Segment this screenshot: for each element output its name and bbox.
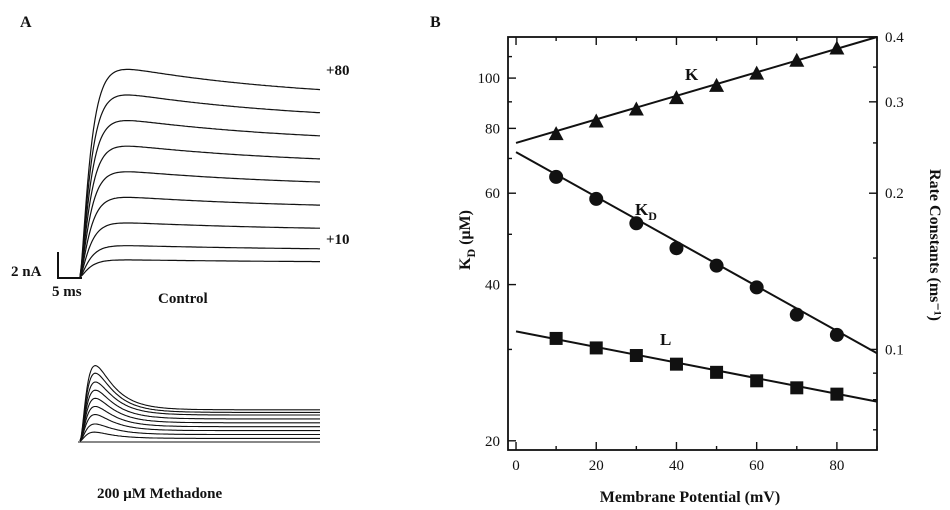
y-left-tick-label: 100 (478, 71, 501, 87)
point-kd (629, 216, 644, 231)
point-kd (829, 327, 844, 342)
point-l (549, 331, 563, 345)
control-trace (79, 94, 321, 278)
methadone-traces (78, 365, 320, 443)
y-left-tick-label: 80 (485, 121, 500, 137)
trace-label-plus80: +80 (326, 63, 350, 79)
point-k (668, 90, 684, 105)
methadone-trace (79, 389, 320, 442)
methadone-trace (79, 423, 320, 442)
y-right-tick-label: 0.3 (885, 95, 904, 111)
x-tick-label: 40 (669, 458, 684, 474)
point-k (548, 126, 564, 141)
scalebar-current-label: 2 nA (11, 264, 42, 280)
plot-frame (507, 36, 878, 451)
kd-text: K (635, 200, 649, 219)
x-axis-label: Membrane Potential (mV) (600, 489, 780, 506)
panel-b-axes: 0 20 40 60 80 20 40 60 80 100 0.1 0.2 0.3 0.4 (478, 30, 905, 474)
point-k (749, 65, 765, 80)
point-k (588, 113, 604, 128)
point-kd (549, 169, 564, 184)
scale-bar: 2 nA 5 ms (11, 252, 82, 300)
kd-subscript: D (648, 209, 657, 223)
point-l (629, 349, 643, 363)
methadone-trace (79, 405, 320, 442)
fit-line-k (515, 36, 878, 144)
control-label: Control (158, 291, 208, 307)
point-k (628, 101, 644, 116)
trace-label-plus10: +10 (326, 232, 350, 248)
y-right-tick-label: 0.4 (885, 30, 904, 46)
y-left-tick-label: 40 (485, 278, 500, 294)
point-kd (749, 280, 764, 295)
y-left-tick-label: 20 (485, 434, 500, 450)
methadone-trace (79, 381, 320, 442)
control-trace (79, 196, 320, 278)
fit-line-kd (515, 151, 878, 355)
y-left-sub: D (464, 249, 478, 258)
point-l (710, 365, 724, 379)
control-trace (79, 120, 320, 278)
x-tick-label: 60 (749, 458, 764, 474)
y-left-main: K (457, 257, 474, 270)
methadone-label: 200 μM Methadone (97, 486, 222, 502)
point-kd (669, 241, 684, 256)
series-label-kd: KD (635, 200, 657, 223)
y-axis-right-label: Rate Constants (ms⁻¹) (926, 169, 943, 321)
series-label-l: L (660, 330, 671, 349)
x-tick-label: 20 (589, 458, 604, 474)
methadone-trace (79, 414, 320, 442)
control-trace (79, 171, 320, 278)
point-l (589, 341, 603, 355)
control-trace (79, 222, 320, 278)
control-trace (79, 259, 320, 278)
series-label-kappa: K (685, 65, 699, 84)
methadone-trace (79, 397, 320, 442)
fit-lines (515, 36, 878, 403)
point-kd (589, 191, 604, 206)
panel-a-letter: A (20, 14, 32, 31)
x-tick-label: 0 (512, 458, 520, 474)
panel-a: A +80 +10 2 nA 5 ms Control 200 μM Metha… (11, 14, 350, 502)
fit-line-l (515, 330, 878, 403)
y-left-tick-label: 60 (485, 186, 500, 202)
y-left-unit: (μM) (457, 210, 474, 249)
panel-b: B 0 20 40 60 80 20 40 60 80 100 0.1 0.2 0.3 0.4 K KD … (430, 14, 943, 506)
point-l (750, 374, 764, 388)
kappa-text: K (685, 65, 699, 84)
point-k (789, 52, 805, 67)
point-l (830, 387, 844, 401)
methadone-trace (79, 431, 320, 442)
y-axis-left-label: KD (μM) (457, 210, 478, 270)
point-kd (709, 258, 724, 273)
methadone-trace (79, 365, 320, 442)
y-right-tick-label: 0.2 (885, 186, 904, 202)
control-trace (79, 245, 320, 278)
data-points (548, 40, 845, 401)
control-trace (79, 145, 320, 278)
point-k (709, 77, 725, 92)
scalebar-time-label: 5 ms (52, 284, 82, 300)
point-kd (789, 307, 804, 322)
point-l (669, 357, 683, 371)
y-right-tick-label: 0.1 (885, 342, 904, 358)
methadone-trace (79, 372, 320, 442)
scale-bar-lines (57, 252, 82, 279)
control-trace (79, 68, 321, 278)
x-tick-label: 80 (829, 458, 844, 474)
point-l (790, 381, 804, 395)
point-k (829, 40, 845, 55)
control-traces (79, 68, 321, 278)
panel-b-letter: B (430, 14, 441, 31)
